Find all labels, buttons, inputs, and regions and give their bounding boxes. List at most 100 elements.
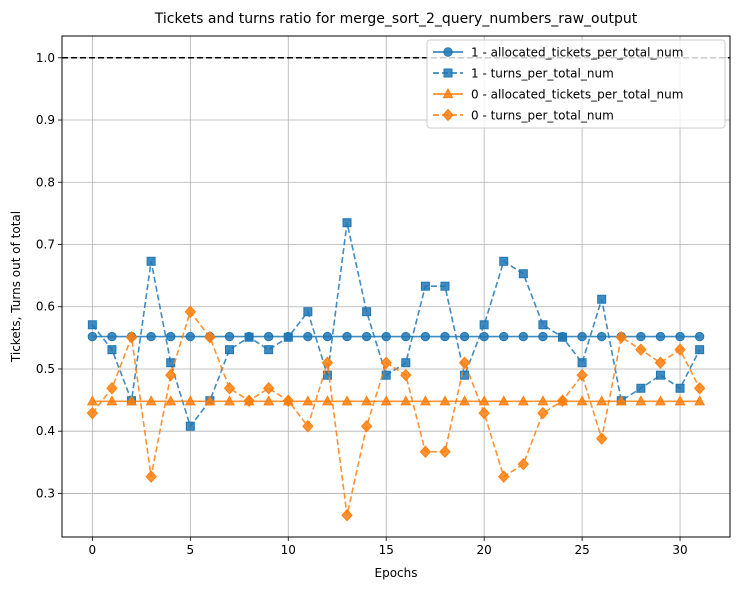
data-point: [635, 343, 647, 356]
data-point: [380, 395, 392, 406]
data-point: [478, 406, 490, 420]
data-point: [576, 395, 588, 406]
plot-frame: [61, 35, 731, 538]
data-point: [321, 356, 334, 369]
data-point: [655, 395, 666, 406]
data-point: [694, 331, 705, 342]
legend-item: 0 - allocated_tickets_per_total_num: [433, 88, 683, 102]
y-tick-label: 0.9: [36, 113, 55, 127]
data-point: [146, 256, 156, 266]
data-point: [635, 395, 647, 406]
legend-label: 1 - turns_per_total_num: [471, 67, 614, 81]
data-point: [341, 395, 353, 406]
data-point: [204, 330, 216, 344]
data-point: [223, 382, 236, 395]
x-tick-label: 0: [89, 543, 97, 557]
data-point: [439, 395, 451, 406]
data-point: [283, 332, 293, 342]
data-point: [263, 331, 274, 342]
data-point: [303, 307, 313, 317]
data-point: [282, 394, 294, 407]
data-point: [224, 331, 235, 342]
legend: 1 - allocated_tickets_per_total_num 1 - t…: [426, 39, 726, 129]
data-point: [204, 395, 216, 406]
x-axis-ticks: 0 5 10 15 20 25 30: [89, 537, 688, 557]
data-point: [86, 395, 98, 406]
data-point: [695, 345, 705, 355]
legend-marker: [443, 47, 453, 57]
data-point: [439, 445, 451, 458]
data-point: [166, 331, 176, 342]
data-point: [597, 294, 607, 304]
data-point: [243, 394, 255, 407]
data-point: [498, 395, 510, 406]
data-point: [224, 345, 234, 355]
data-point: [262, 382, 275, 395]
data-point: [400, 395, 412, 406]
data-point: [302, 395, 314, 406]
data-point: [615, 330, 627, 344]
legend-item: 1 - turns_per_total_num: [433, 67, 614, 81]
data-point: [478, 395, 490, 406]
data-point: [518, 331, 529, 342]
data-point: [165, 395, 177, 406]
data-point: [87, 331, 98, 342]
x-tick-label: 5: [186, 543, 194, 557]
data-point: [558, 332, 568, 342]
chart-title: Tickets and turns ratio for merge_sort_2…: [154, 11, 638, 27]
data-point: [303, 331, 313, 342]
y-tick-label: 0.6: [36, 300, 55, 314]
data-point: [675, 383, 685, 393]
data-point: [674, 343, 686, 356]
legend-label: 1 - allocated_tickets_per_total_num: [471, 46, 683, 60]
data-point: [537, 395, 549, 406]
x-tick-label: 20: [477, 543, 492, 557]
data-point: [322, 370, 332, 380]
data-point: [556, 394, 569, 407]
data-point: [440, 281, 450, 291]
data-point: [459, 395, 470, 406]
legend-marker: [443, 68, 453, 78]
data-point: [538, 320, 548, 330]
series-layer: [86, 218, 706, 522]
data-point: [263, 395, 275, 406]
data-point: [517, 457, 530, 471]
data-point: [440, 331, 450, 342]
data-point: [538, 331, 548, 342]
data-point: [361, 395, 373, 406]
series-0: [87, 331, 705, 342]
data-point: [420, 281, 430, 291]
y-axis-ticks: 0.3 0.4 0.5 0.6 0.7 0.8 0.9 1.0: [36, 51, 62, 500]
data-point: [224, 395, 235, 406]
data-point: [185, 331, 196, 342]
data-point: [654, 356, 667, 369]
data-point: [322, 395, 333, 406]
legend-label: 0 - turns_per_total_num: [471, 109, 614, 123]
data-point: [596, 432, 608, 445]
data-point: [479, 320, 489, 330]
data-point: [341, 508, 353, 522]
data-point: [675, 331, 685, 342]
data-point: [322, 331, 333, 342]
data-point: [401, 358, 411, 368]
data-point: [126, 395, 137, 406]
data-point: [537, 406, 549, 420]
y-axis-label: Tickets, Turns out of total: [9, 211, 23, 363]
y-tick-label: 0.3: [36, 486, 55, 500]
data-point: [166, 358, 176, 368]
data-point: [107, 345, 117, 355]
data-point: [419, 445, 432, 458]
y-tick-label: 0.7: [36, 237, 55, 251]
data-point: [420, 331, 431, 342]
y-tick-label: 0.4: [36, 424, 55, 438]
x-tick-label: 30: [672, 543, 687, 557]
data-point: [106, 382, 118, 395]
x-tick-label: 10: [281, 543, 296, 557]
data-point: [184, 395, 196, 406]
x-axis-label: Epochs: [375, 566, 418, 580]
legend-marker: [442, 87, 454, 99]
series-line: [91, 309, 701, 516]
data-point: [184, 305, 196, 318]
data-point: [499, 256, 509, 266]
